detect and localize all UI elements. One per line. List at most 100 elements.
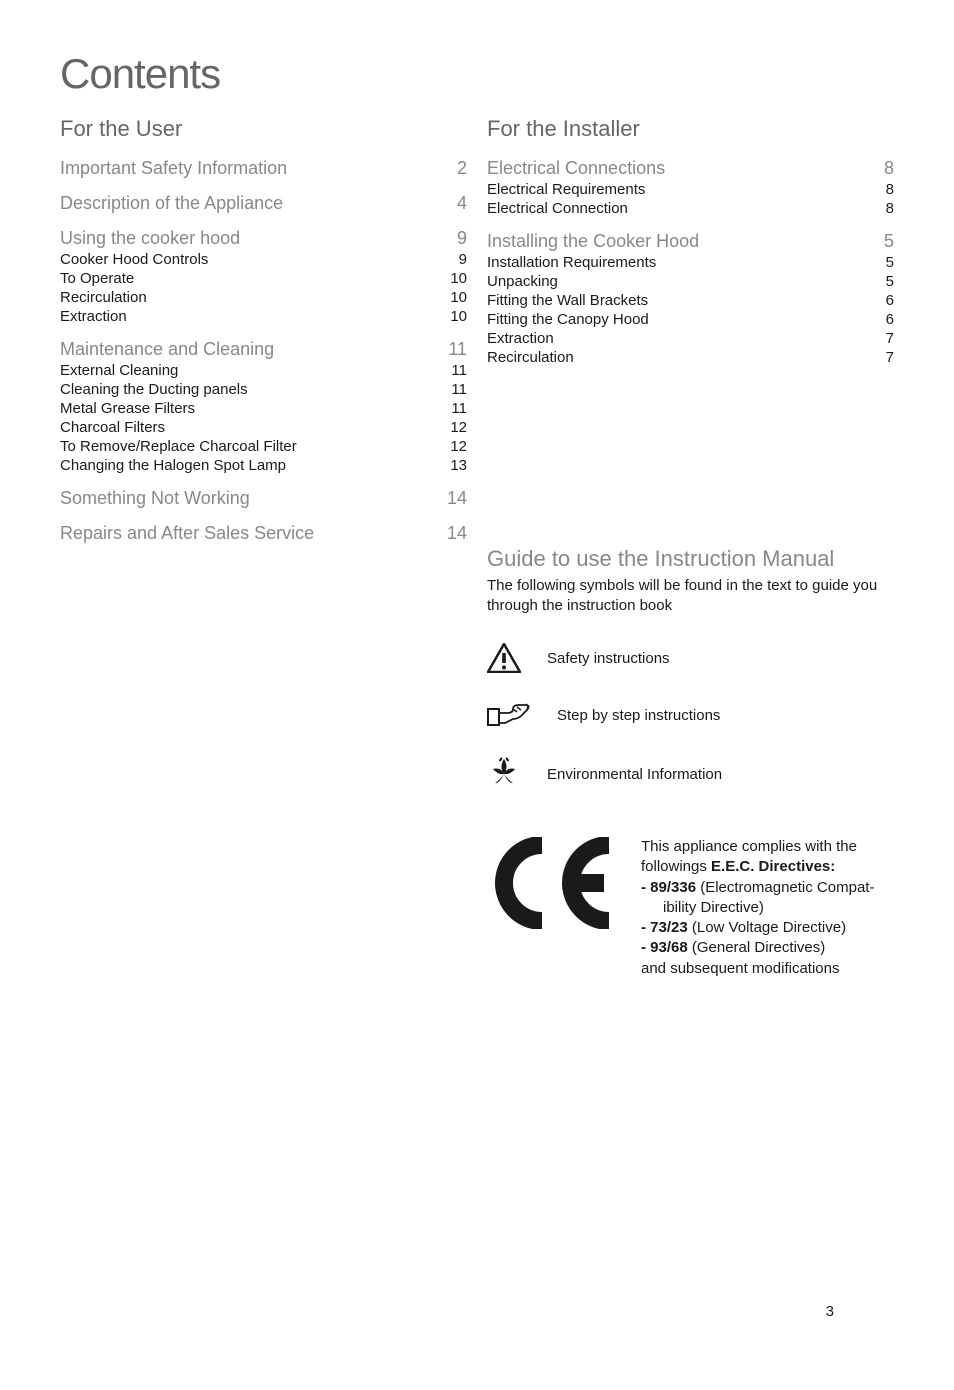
user-heading: For the User bbox=[60, 116, 467, 142]
toc-label: Cooker Hood Controls bbox=[60, 251, 208, 268]
toc-line: Cooker Hood Controls 9 bbox=[60, 251, 467, 268]
toc-page: 12 bbox=[450, 419, 467, 436]
toc-label: Charcoal Filters bbox=[60, 419, 165, 436]
toc-page: 9 bbox=[459, 251, 467, 268]
hand-steps-icon bbox=[487, 701, 531, 729]
ce-bullet-text: (Electromagnetic Compat- bbox=[696, 879, 874, 896]
right-toc: Electrical Connections8Electrical Requir… bbox=[487, 158, 894, 366]
toc-label: Cleaning the Ducting panels bbox=[60, 381, 248, 398]
toc-line: Installing the Cooker Hood5 bbox=[487, 231, 894, 252]
guide-heading: Guide to use the Instruction Manual bbox=[487, 546, 894, 572]
toc-page: 8 bbox=[886, 181, 894, 198]
toc-group: Electrical Connections8Electrical Requir… bbox=[487, 158, 894, 217]
toc-line: Charcoal Filters 12 bbox=[60, 419, 467, 436]
ce-bullet-text: (Low Voltage Directive) bbox=[688, 919, 846, 936]
toc-line: External Cleaning11 bbox=[60, 362, 467, 379]
left-column: For the User Important Safety Informatio… bbox=[60, 116, 467, 979]
toc-page: 5 bbox=[884, 231, 894, 252]
toc-page: 12 bbox=[450, 438, 467, 455]
toc-line: Fitting the Canopy Hood 6 bbox=[487, 311, 894, 328]
toc-page: 8 bbox=[884, 158, 894, 179]
toc-label: Changing the Halogen Spot Lamp bbox=[60, 457, 286, 474]
toc-label: To Operate bbox=[60, 270, 134, 287]
toc-page: 7 bbox=[886, 330, 894, 347]
toc-label: Electrical Connection bbox=[487, 200, 628, 217]
installer-heading: For the Installer bbox=[487, 116, 894, 142]
safety-label: Safety instructions bbox=[547, 650, 670, 667]
toc-columns: For the User Important Safety Informatio… bbox=[60, 116, 894, 979]
ce-bullets: - 89/336 (Electromagnetic Compat-ibility… bbox=[641, 878, 894, 959]
toc-label: Maintenance and Cleaning bbox=[60, 339, 274, 360]
toc-group: Description of the Appliance 4 bbox=[60, 193, 467, 214]
toc-label: Repairs and After Sales Service bbox=[60, 523, 314, 544]
page-title: Contents bbox=[60, 50, 894, 98]
toc-group: Using the cooker hood9Cooker Hood Contro… bbox=[60, 228, 467, 325]
toc-page: 14 bbox=[447, 523, 467, 544]
toc-page: 9 bbox=[457, 228, 467, 249]
toc-page: 4 bbox=[457, 193, 467, 214]
symbol-safety: Safety instructions bbox=[487, 643, 894, 673]
leaf-icon bbox=[487, 757, 521, 791]
toc-page: 5 bbox=[886, 273, 894, 290]
toc-label: Something Not Working bbox=[60, 488, 250, 509]
toc-label: To Remove/Replace Charcoal Filter bbox=[60, 438, 297, 455]
toc-label: Metal Grease Filters bbox=[60, 400, 195, 417]
toc-group: Maintenance and Cleaning11External Clean… bbox=[60, 339, 467, 474]
symbol-steps: Step by step instructions bbox=[487, 701, 894, 729]
toc-line: Using the cooker hood 9 bbox=[60, 228, 467, 249]
toc-line: Electrical Requirements 8 bbox=[487, 181, 894, 198]
toc-page: 8 bbox=[886, 200, 894, 217]
ce-bullet: - 73/23 (Low Voltage Directive) bbox=[641, 918, 894, 938]
toc-label: Fitting the Wall Brackets bbox=[487, 292, 648, 309]
ce-bullet-code: - 89/336 bbox=[641, 879, 696, 896]
toc-label: Important Safety Information bbox=[60, 158, 287, 179]
toc-line: Electrical Connections 8 bbox=[487, 158, 894, 179]
toc-page: 13 bbox=[450, 457, 467, 474]
toc-group: Repairs and After Sales Service 14 bbox=[60, 523, 467, 544]
right-column: For the Installer Electrical Connections… bbox=[487, 116, 894, 979]
ce-bullet: - 89/336 (Electromagnetic Compat- bbox=[641, 878, 894, 898]
toc-group: Something Not Working14 bbox=[60, 488, 467, 509]
toc-line: Electrical Connection 8 bbox=[487, 200, 894, 217]
toc-line: Maintenance and Cleaning11 bbox=[60, 339, 467, 360]
toc-line: Metal Grease Filters 11 bbox=[60, 400, 467, 417]
toc-label: Fitting the Canopy Hood bbox=[487, 311, 649, 328]
toc-label: Electrical Connections bbox=[487, 158, 665, 179]
toc-line: To Remove/Replace Charcoal Filter 12 bbox=[60, 438, 467, 455]
toc-label: Electrical Requirements bbox=[487, 181, 645, 198]
guide-intro: The following symbols will be found in t… bbox=[487, 576, 894, 615]
ce-text: This appliance complies with the followi… bbox=[641, 837, 894, 979]
symbol-environment: Environmental Information bbox=[487, 757, 894, 791]
toc-group: Installing the Cooker Hood5 Installation … bbox=[487, 231, 894, 366]
toc-line: Important Safety Information2 bbox=[60, 158, 467, 179]
toc-line: Extraction10 bbox=[60, 308, 467, 325]
ce-bold: E.E.C. Directives: bbox=[711, 858, 835, 875]
toc-line: Installation Requirements5 bbox=[487, 254, 894, 271]
toc-page: 6 bbox=[886, 311, 894, 328]
toc-page: 10 bbox=[450, 289, 467, 306]
toc-label: Description of the Appliance bbox=[60, 193, 283, 214]
toc-label: Unpacking bbox=[487, 273, 558, 290]
toc-page: 11 bbox=[451, 400, 467, 417]
toc-page: 7 bbox=[886, 349, 894, 366]
toc-group: Important Safety Information2 bbox=[60, 158, 467, 179]
toc-line: Cleaning the Ducting panels11 bbox=[60, 381, 467, 398]
toc-label: External Cleaning bbox=[60, 362, 178, 379]
toc-page: 10 bbox=[450, 270, 467, 287]
toc-label: Extraction bbox=[487, 330, 554, 347]
ce-bullet-continuation: ibility Directive) bbox=[663, 898, 894, 918]
ce-last: and subsequent modifications bbox=[641, 960, 839, 977]
toc-line: To Operate 10 bbox=[60, 270, 467, 287]
env-label: Environmental Information bbox=[547, 766, 722, 783]
toc-label: Extraction bbox=[60, 308, 127, 325]
toc-label: Installation Requirements bbox=[487, 254, 656, 271]
toc-line: Changing the Halogen Spot Lamp 13 bbox=[60, 457, 467, 474]
page: Contents For the User Important Safety I… bbox=[60, 50, 894, 1350]
toc-line: Recirculation10 bbox=[60, 289, 467, 306]
toc-line: Extraction 7 bbox=[487, 330, 894, 347]
ce-mark-icon bbox=[487, 837, 617, 929]
guide-block: Guide to use the Instruction Manual The … bbox=[487, 546, 894, 979]
toc-line: Recirculation7 bbox=[487, 349, 894, 366]
toc-line: Something Not Working14 bbox=[60, 488, 467, 509]
toc-label: Using the cooker hood bbox=[60, 228, 240, 249]
